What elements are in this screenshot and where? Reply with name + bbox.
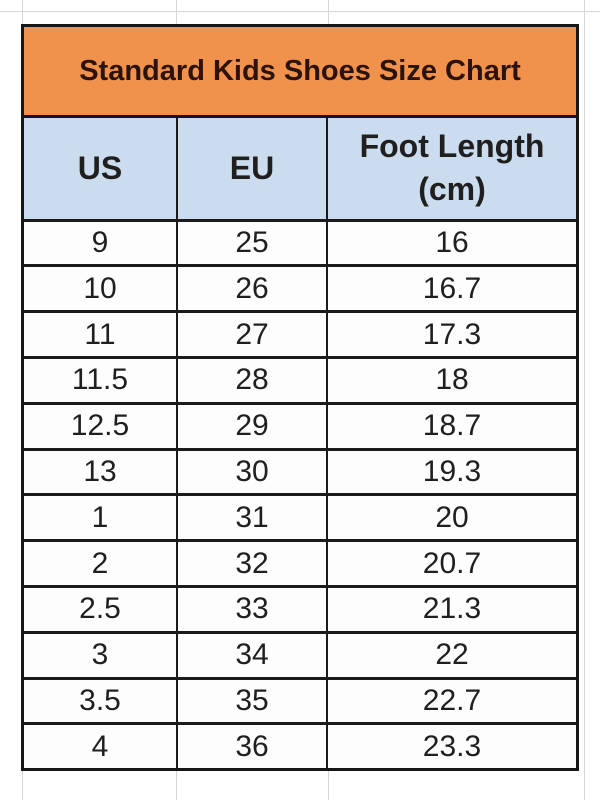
cell-foot-length: 19.3 [326, 447, 576, 495]
table-row: 12.5 29 18.7 [24, 401, 576, 450]
table-row: 11 27 17.3 [24, 310, 576, 358]
cell-eu: 30 [176, 447, 327, 495]
cell-foot-length: 16.7 [326, 264, 576, 312]
cell-foot-length: 23.3 [326, 722, 576, 768]
cell-us: 11.5 [24, 355, 177, 404]
column-header-foot-length: Foot Length (cm) [326, 118, 576, 220]
table-row: 2.5 33 21.3 [24, 585, 576, 633]
cell-foot-length: 18.7 [326, 401, 576, 450]
column-header-eu-label: EU [229, 149, 275, 186]
cell-eu: 25 [176, 218, 327, 266]
cell-us: 2 [24, 539, 177, 587]
cell-eu: 32 [176, 539, 327, 587]
cell-foot-length: 20.7 [326, 539, 576, 587]
column-header-us-label: US [77, 149, 123, 186]
cell-foot-length: 16 [326, 218, 576, 266]
cell-eu: 26 [176, 264, 327, 312]
cell-us: 12.5 [24, 401, 177, 450]
cell-foot-length: 18 [326, 355, 576, 404]
spreadsheet-gridline-horizontal [0, 11, 600, 12]
cell-us: 11 [24, 310, 177, 358]
cell-us: 4 [24, 722, 177, 768]
table-row: 13 30 19.3 [24, 447, 576, 495]
table-row: 3 34 22 [24, 630, 576, 679]
cell-foot-length: 22.7 [326, 676, 576, 724]
table-row: 10 26 16.7 [24, 264, 576, 312]
column-header-foot-length-label: Foot Length (cm) [359, 128, 545, 208]
column-header-us: US [24, 118, 177, 220]
cell-us: 9 [24, 218, 177, 266]
size-table: US EU Foot Length (cm) 9 25 16 10 26 16.… [24, 118, 576, 768]
spreadsheet-gridline-vertical [584, 0, 585, 800]
table-row: 3.5 35 22.7 [24, 676, 576, 724]
cell-eu: 33 [176, 585, 327, 633]
size-chart-table: Standard Kids Shoes Size Chart US EU Foo… [21, 24, 579, 771]
cell-eu: 27 [176, 310, 327, 358]
cell-us: 1 [24, 493, 177, 541]
cell-us: 10 [24, 264, 177, 312]
cell-eu: 35 [176, 676, 327, 724]
cell-eu: 34 [176, 630, 327, 679]
cell-foot-length: 21.3 [326, 585, 576, 633]
cell-us: 13 [24, 447, 177, 495]
cell-us: 2.5 [24, 585, 177, 633]
cell-eu: 28 [176, 355, 327, 404]
table-row: 11.5 28 18 [24, 355, 576, 404]
table-row: 2 32 20.7 [24, 539, 576, 587]
cell-foot-length: 20 [326, 493, 576, 541]
cell-eu: 29 [176, 401, 327, 450]
cell-us: 3 [24, 630, 177, 679]
chart-title: Standard Kids Shoes Size Chart [24, 27, 576, 118]
cell-eu: 31 [176, 493, 327, 541]
column-header-eu: EU [176, 118, 327, 220]
table-row: 9 25 16 [24, 218, 576, 266]
table-row: 1 31 20 [24, 493, 576, 541]
cell-foot-length: 17.3 [326, 310, 576, 358]
header-row: US EU Foot Length (cm) [24, 118, 576, 220]
cell-us: 3.5 [24, 676, 177, 724]
cell-eu: 36 [176, 722, 327, 768]
table-row: 4 36 23.3 [24, 722, 576, 768]
cell-foot-length: 22 [326, 630, 576, 679]
